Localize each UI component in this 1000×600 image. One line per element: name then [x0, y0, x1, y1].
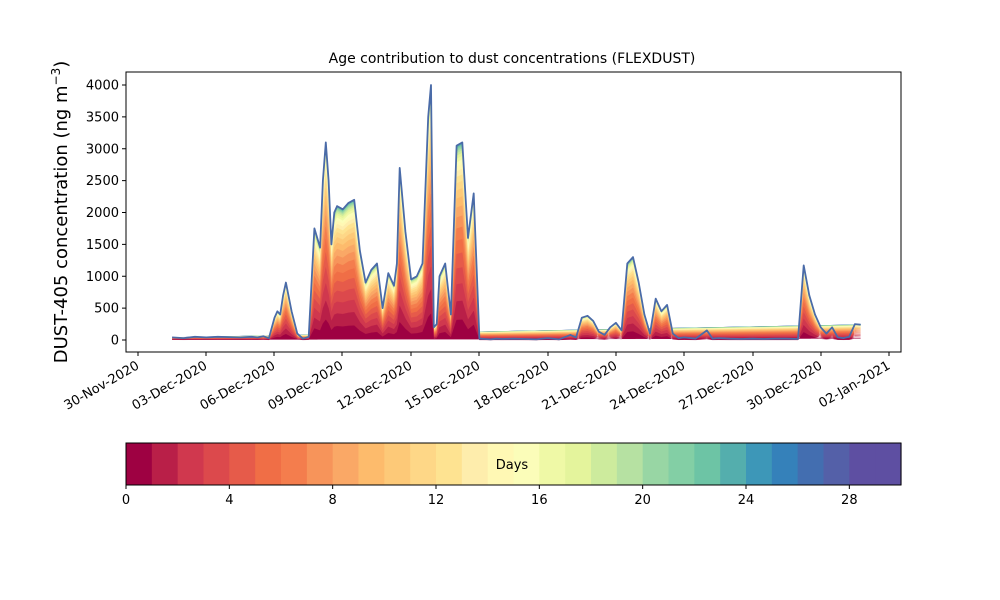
colorbar-bin [358, 443, 385, 485]
age-band-17 [172, 98, 861, 340]
colorbar-bin [410, 443, 437, 485]
age-band-11 [172, 134, 861, 340]
age-band-12 [172, 126, 861, 340]
colorbar-tick-label: 20 [634, 493, 651, 508]
colorbar-bin [384, 443, 411, 485]
x-tick-label: 21-Dec-2020 [540, 358, 620, 413]
colorbar-tick-label: 8 [329, 493, 337, 508]
age-band-28 [172, 84, 861, 340]
y-tick-label: 2000 [86, 206, 119, 221]
x-tick-label: 02-Jan-2021 [816, 358, 893, 411]
plot-frame [125, 71, 902, 353]
age-band-16 [172, 102, 861, 340]
colorbar-bin [875, 443, 902, 485]
age-band-0 [172, 313, 861, 341]
y-tick-label: 4000 [86, 79, 119, 94]
colorbar-label: Days [496, 458, 529, 473]
age-band-21 [172, 88, 861, 340]
age-band-27 [172, 84, 861, 340]
colorbar-tick-label: 28 [841, 493, 858, 508]
colorbar-bin [746, 443, 773, 485]
total-concentration-line [172, 84, 861, 341]
colorbar-bin [797, 443, 825, 485]
y-tick-label: 3000 [86, 142, 119, 157]
x-tick-label: 24-Dec-2020 [608, 358, 688, 413]
colorbar-bin [642, 443, 670, 485]
x-ticks: 30-Nov-202003-Dec-202006-Dec-202009-Dec-… [62, 352, 893, 414]
x-tick-label: 30-Nov-2020 [62, 358, 142, 413]
colorbar-bin [436, 443, 463, 485]
age-band-24 [172, 85, 861, 340]
y-axis-label-close: ) [51, 61, 72, 68]
x-tick-label: 06-Dec-2020 [198, 358, 278, 413]
colorbar-tick-label: 24 [738, 493, 755, 508]
age-band-29 [172, 84, 861, 340]
colorbar-bin [126, 443, 153, 485]
colorbar-bin [771, 443, 799, 485]
colorbar-tick-label: 0 [122, 493, 130, 508]
age-band-26 [172, 85, 861, 340]
age-band-10 [172, 144, 861, 340]
y-tick-label: 2500 [86, 174, 119, 189]
y-tick-label: 0 [111, 334, 119, 349]
x-tick-label: 09-Dec-2020 [266, 358, 346, 413]
colorbar-bin [591, 443, 618, 485]
colorbar-tick-label: 4 [225, 493, 233, 508]
colorbar-tick-label: 16 [531, 493, 548, 508]
colorbar-bin [461, 443, 489, 485]
y-axis-label: DUST-405 concentration (ng m−3) [49, 61, 72, 364]
colorbar-bin [306, 443, 334, 485]
y-axis-label-superscript: −3 [49, 68, 63, 86]
colorbar-bin [332, 443, 360, 485]
colorbar-bin [720, 443, 747, 485]
colorbar-bin [487, 443, 515, 485]
y-ticks: 0 500 1000 1500 2000 2500 3000 3500 4000 [86, 79, 126, 349]
colorbar-bin [177, 443, 205, 485]
age-band-22 [172, 87, 861, 340]
age-band-15 [172, 107, 861, 340]
age-band-20 [172, 90, 861, 340]
x-tick-label: 12-Dec-2020 [335, 358, 415, 413]
x-tick-label: 03-Dec-2020 [130, 358, 210, 413]
age-band-13 [172, 119, 861, 340]
colorbar-bin [668, 443, 695, 485]
y-tick-label: 500 [94, 302, 119, 317]
x-tick-label: 30-Dec-2020 [745, 358, 825, 413]
age-band-14 [172, 112, 861, 340]
colorbar-bin [255, 443, 282, 485]
total-line-group [172, 84, 861, 341]
x-tick-label: 18-Dec-2020 [472, 358, 552, 413]
colorbar-bin [823, 443, 850, 485]
colorbar-frame [125, 442, 902, 486]
y-axis-label-main: DUST-405 concentration (ng m [51, 85, 72, 363]
colorbar-bin [203, 443, 230, 485]
area-layers [172, 84, 861, 341]
y-tick-label: 1500 [86, 238, 119, 253]
x-tick-label: 15-Dec-2020 [403, 358, 483, 413]
colorbar-ticks: 0 4 8 12 16 20 24 28 [122, 485, 858, 508]
age-band-23 [172, 86, 861, 340]
x-tick-label: 27-Dec-2020 [677, 358, 757, 413]
colorbar-bin [694, 443, 721, 485]
colorbar-bin [151, 443, 179, 485]
age-band-18 [172, 95, 861, 340]
colorbar-bin [229, 443, 256, 485]
colorbar-bin [616, 443, 644, 485]
age-band-25 [172, 85, 861, 340]
colorbar-bin [539, 443, 566, 485]
y-tick-label: 1000 [86, 270, 119, 285]
colorbar-bin [565, 443, 592, 485]
colorbar [126, 443, 902, 485]
colorbar-bin [849, 443, 876, 485]
colorbar-tick-label: 12 [428, 493, 445, 508]
y-tick-label: 3500 [86, 110, 119, 125]
age-band-9 [172, 154, 861, 340]
colorbar-bin [281, 443, 308, 485]
chart-title: Age contribution to dust concentrations … [329, 51, 696, 67]
age-band-19 [172, 92, 861, 340]
colorbar-bin [513, 443, 540, 485]
